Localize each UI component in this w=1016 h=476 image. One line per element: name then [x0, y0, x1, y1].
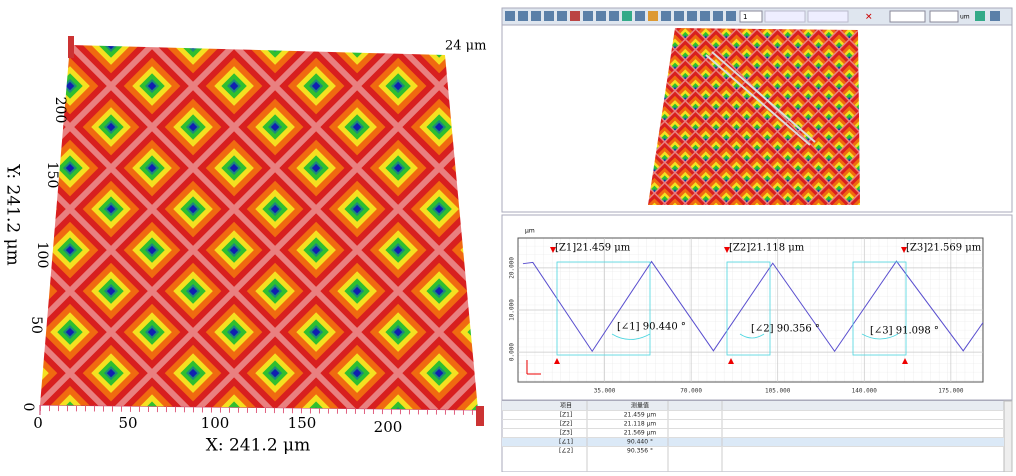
y-axis-label: Y: 241.2 μm [3, 163, 23, 266]
angle-label: [∠3] 91.098 ° [870, 326, 939, 337]
dropdown[interactable] [764, 10, 806, 23]
angle-arc [611, 333, 899, 340]
tool-icon[interactable] [990, 11, 1000, 21]
results-table: 项目 测量值 [Z1] 21.459 μm [Z2] 21.118 μm [Z3] 21.… [501, 400, 1013, 473]
table-bg [501, 400, 1013, 473]
tool-icon[interactable] [622, 11, 632, 21]
marker-bottom [554, 358, 908, 364]
angle-label: [∠1] 90.440 ° [617, 322, 686, 333]
tool-icon[interactable] [531, 11, 541, 21]
x-axis-label: X: 241.2 μm [206, 436, 310, 456]
measure-box [556, 261, 651, 356]
marker-label: [Z3]21.569 μm [906, 243, 982, 254]
close-icon[interactable]: ✕ [865, 13, 873, 23]
tool-icon[interactable] [726, 11, 736, 21]
table-cell: [∠2] [559, 448, 573, 455]
profile-path-line [711, 51, 816, 143]
toolbar: 1 ✕ um [501, 7, 1013, 26]
input[interactable] [929, 10, 959, 23]
x-tick-label: 50 [118, 414, 137, 432]
tool-icon[interactable] [635, 11, 645, 21]
surface-view: 24 μm 0 50 100 150 200 X: 241.2 μm 0 50 … [3, 36, 486, 456]
x-tick-label: 200 [374, 418, 403, 436]
y-tick-label: 150 [44, 162, 60, 189]
z-max-label: 24 μm [445, 39, 486, 54]
tool-icon[interactable] [713, 11, 723, 21]
x-tick-label: 0 [33, 414, 43, 432]
measure-box [852, 261, 907, 356]
x-tick-label: 105.000 [765, 388, 791, 395]
angle-label: [∠2] 90.356 ° [751, 324, 820, 335]
annotations [556, 261, 907, 356]
tool-icon[interactable] [674, 11, 684, 21]
y-tick-label: 50 [28, 316, 44, 334]
tool-icon[interactable] [505, 11, 515, 21]
table-cell: 21.569 μm [624, 430, 657, 437]
y-tick-label: 0.000 [509, 343, 516, 361]
tool-icon[interactable] [687, 11, 697, 21]
y-unit: μm [525, 228, 535, 235]
marker-label: [Z1]21.459 μm [555, 243, 631, 254]
dropdown[interactable] [807, 10, 849, 23]
tool-icon[interactable] [596, 11, 606, 21]
tool-icon[interactable] [609, 11, 619, 21]
table-cell: 90.440 ° [627, 439, 653, 446]
input[interactable] [889, 10, 926, 23]
y-tick-label: 20.000 [509, 257, 516, 279]
tool-icon[interactable] [583, 11, 593, 21]
zoom-value: 1 [743, 13, 747, 21]
measure-box [726, 261, 771, 356]
scrollbar[interactable] [1003, 400, 1013, 473]
tool-icon[interactable] [570, 11, 580, 21]
tool-icon[interactable] [557, 11, 567, 21]
tool-icon[interactable] [975, 11, 985, 21]
marker-label: [Z2]21.118 μm [729, 243, 805, 254]
marker-top [550, 247, 907, 253]
table-cell: [Z1] [560, 412, 573, 419]
x-tick-label: 35.000 [594, 388, 616, 395]
unit-label: um [960, 14, 970, 21]
y-tick-label: 10.000 [509, 299, 516, 321]
tool-icon[interactable] [544, 11, 554, 21]
row-highlight [502, 437, 1004, 446]
x-tick-label: 175.000 [938, 388, 964, 395]
y-tick-label: 200 [52, 97, 68, 124]
tool-icon[interactable] [661, 11, 671, 21]
table-cell: [Z2] [560, 421, 573, 428]
y-tick-label: 100 [34, 242, 50, 269]
x-tick-label: 100 [201, 414, 230, 432]
table-cell: 21.459 μm [624, 412, 657, 419]
table-cell: 90.356 ° [627, 448, 653, 455]
zoom-select[interactable] [739, 10, 763, 23]
table-header-cell: 测量值 [631, 402, 649, 410]
x-tick-label: 150 [288, 414, 317, 432]
table-header [502, 401, 1004, 410]
origin-axes [526, 360, 541, 375]
tool-icon[interactable] [648, 11, 658, 21]
corner-post [476, 406, 484, 426]
tool-icon[interactable] [518, 11, 528, 21]
z-axis-post [68, 36, 74, 58]
x-tick-label: 140.000 [852, 388, 878, 395]
table-header-cell: 项目 [560, 403, 572, 410]
table-cell: 21.118 μm [624, 421, 657, 428]
profile-path-line [705, 54, 811, 146]
markers [550, 247, 908, 364]
surface-thumbnail [648, 28, 860, 205]
surface-3d [40, 45, 478, 410]
table-cell: [∠1] [559, 439, 573, 446]
profile-line [522, 260, 984, 353]
x-tick-label: 70.000 [680, 388, 702, 395]
y-tick-label: 0 [20, 403, 36, 412]
tool-icon[interactable] [700, 11, 710, 21]
table-cell: [Z3] [560, 430, 573, 437]
